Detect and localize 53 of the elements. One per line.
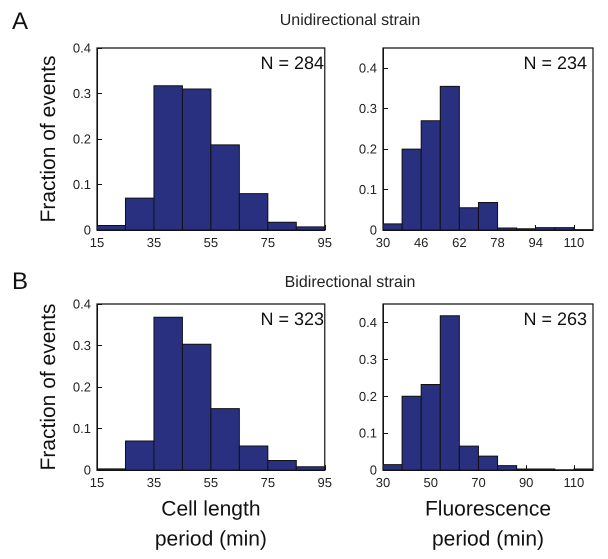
x-tick-label: 15 xyxy=(90,475,104,490)
y-tick-label: 0.2 xyxy=(72,132,91,146)
annotation: N = 234 xyxy=(523,53,587,73)
y-tick-label: 0 xyxy=(84,462,91,478)
x-tick-label: 62 xyxy=(452,235,467,250)
y-tick-label: 0 xyxy=(370,222,377,238)
chart-title: Bidirectional strain xyxy=(284,274,416,292)
x-tick-label: 95 xyxy=(318,235,332,250)
x-tick-label: 110 xyxy=(564,475,584,490)
y-tick-label: 0.4 xyxy=(358,60,377,76)
x-tick-label: 35 xyxy=(146,235,162,250)
chart-title: Unidirectional strain xyxy=(280,12,420,30)
x-tick-label: 78 xyxy=(490,235,505,250)
x-tick-label: 55 xyxy=(204,475,218,490)
x-tick-label: 30 xyxy=(376,475,390,490)
x-tick-label: 50 xyxy=(423,475,438,490)
y-tick-label: 0.2 xyxy=(72,380,91,395)
y-tick-label: 0 xyxy=(84,222,91,238)
y-tick-label: 0.3 xyxy=(72,86,91,101)
annotation: N = 284 xyxy=(260,53,324,73)
x-tick-label: 75 xyxy=(260,475,276,490)
y-tick-label: 0.1 xyxy=(72,177,91,192)
y-axis-title: Fraction of events xyxy=(37,56,60,222)
x-tick-label: 95 xyxy=(318,475,332,490)
y-tick-label: 0.1 xyxy=(358,182,377,198)
x-tick-label: 110 xyxy=(564,235,584,250)
x-tick-label: 70 xyxy=(471,475,486,490)
x-axis-title: Fluorescence period (min) xyxy=(424,498,552,550)
x-tick-label: 75 xyxy=(260,235,276,250)
text: A xyxy=(12,8,28,36)
x-tick-label: 94 xyxy=(528,235,543,250)
x-axis-title: Cell length period (min) xyxy=(154,498,267,550)
y-tick-label: 0.4 xyxy=(358,314,377,330)
y-tick-label: 0.4 xyxy=(72,40,91,56)
x-tick-label: 35 xyxy=(146,475,162,490)
x-tick-label: 90 xyxy=(518,475,534,490)
x-tick-label: 55 xyxy=(204,235,218,250)
y-tick-label: 0.3 xyxy=(358,352,377,367)
x-tick-label: 30 xyxy=(376,235,390,250)
y-tick-label: 0.2 xyxy=(358,388,377,404)
y-tick-label: 0.1 xyxy=(358,426,377,441)
text: B xyxy=(12,268,28,296)
y-tick-label: 0.1 xyxy=(72,421,91,436)
y-tick-label: 0.4 xyxy=(72,296,91,312)
y-tick-label: 0 xyxy=(370,462,377,478)
annotation: N = 323 xyxy=(260,309,324,329)
x-tick-label: 46 xyxy=(414,235,428,250)
x-tick-label: 15 xyxy=(90,235,104,250)
y-tick-label: 0.3 xyxy=(72,338,91,354)
y-tick-label: 0.2 xyxy=(358,142,377,157)
annotation: N = 263 xyxy=(523,309,587,329)
y-axis-title: Fraction of events xyxy=(37,304,60,471)
y-tick-label: 0.3 xyxy=(358,101,377,116)
